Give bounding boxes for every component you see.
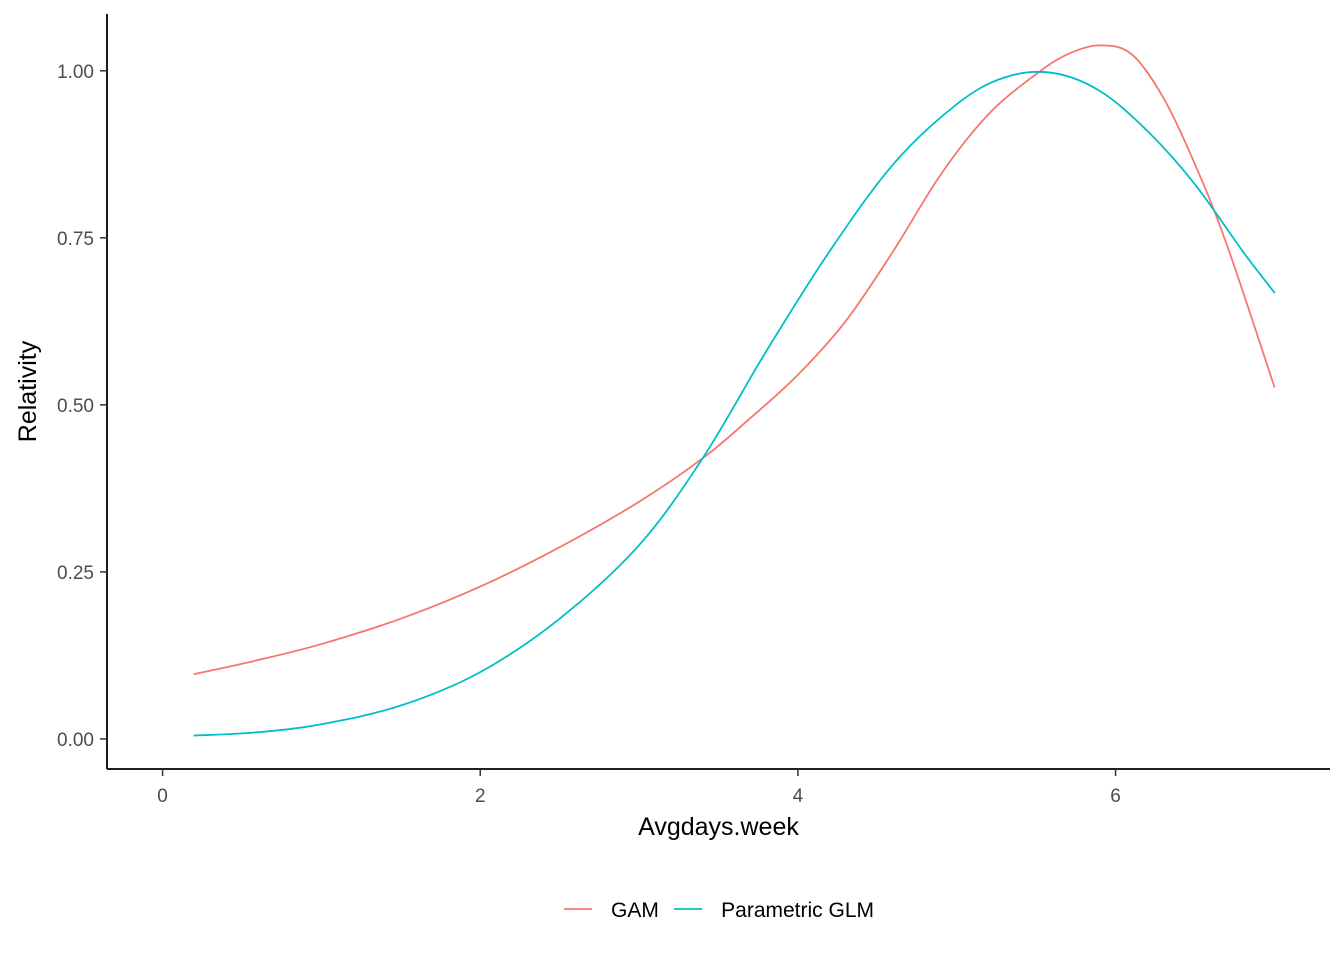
y-tick-label: 0.50 bbox=[57, 396, 94, 417]
legend-label: Parametric GLM bbox=[721, 899, 874, 922]
x-tick-label: 0 bbox=[157, 786, 168, 807]
legend-item-gam: GAM bbox=[564, 899, 659, 922]
x-axis-title: Avgdays.week bbox=[638, 813, 799, 841]
y-tick-label: 0.25 bbox=[57, 563, 94, 584]
y-tick-label: 1.00 bbox=[57, 62, 94, 83]
legend-label: GAM bbox=[611, 899, 659, 922]
y-tick-label: 0.00 bbox=[57, 730, 94, 751]
x-tick-label: 4 bbox=[793, 786, 804, 807]
axes bbox=[106, 14, 1330, 770]
x-tick-label: 2 bbox=[475, 786, 486, 807]
x-tick-label: 6 bbox=[1110, 786, 1121, 807]
axis-ticks: 0 2 4 6 0.00 0.25 0.50 0.75 1.00 bbox=[57, 62, 1121, 807]
legend-item-parametric-glm: Parametric GLM bbox=[674, 899, 874, 922]
y-axis-title: Relativity bbox=[14, 340, 42, 442]
series-line-gam bbox=[193, 44, 1276, 676]
legend: GAM Parametric GLM bbox=[564, 899, 874, 922]
series-line-parametric-glm bbox=[193, 70, 1276, 737]
series-lines bbox=[193, 44, 1276, 737]
y-tick-label: 0.75 bbox=[57, 229, 94, 250]
